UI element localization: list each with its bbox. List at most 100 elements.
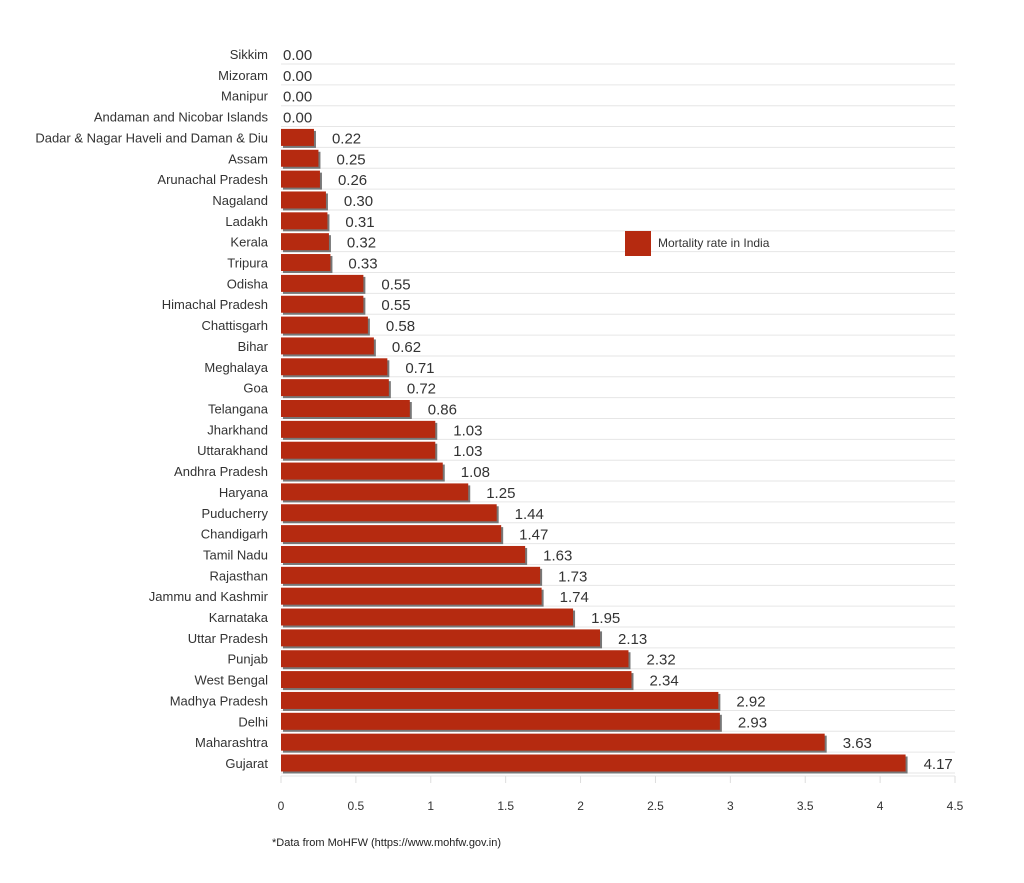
legend-label: Mortality rate in India bbox=[658, 236, 770, 250]
category-label: Haryana bbox=[219, 485, 269, 500]
category-label: Karnataka bbox=[209, 610, 269, 625]
bar bbox=[281, 149, 319, 167]
bar bbox=[281, 671, 632, 689]
category-label: Andhra Pradesh bbox=[174, 464, 268, 479]
value-label: 0.00 bbox=[283, 68, 312, 85]
bar bbox=[281, 274, 364, 292]
value-label: 2.92 bbox=[736, 693, 765, 710]
value-label: 2.13 bbox=[618, 631, 647, 648]
value-label: 0.33 bbox=[348, 256, 377, 273]
category-label: Bihar bbox=[238, 339, 269, 354]
bars bbox=[281, 128, 908, 774]
x-tick-label: 4.5 bbox=[947, 799, 964, 813]
value-label: 3.63 bbox=[843, 735, 872, 752]
category-label: Chandigarh bbox=[201, 527, 268, 542]
value-label: 1.44 bbox=[515, 506, 544, 523]
x-tick-label: 1 bbox=[427, 799, 434, 813]
x-tick-label: 1.5 bbox=[497, 799, 514, 813]
value-label: 0.00 bbox=[283, 89, 312, 106]
value-label: 0.86 bbox=[428, 402, 457, 419]
bar bbox=[281, 733, 825, 751]
category-label: Telangana bbox=[208, 402, 269, 417]
category-label: Tamil Nadu bbox=[203, 547, 268, 562]
bar bbox=[281, 295, 364, 313]
bar bbox=[281, 504, 497, 522]
bar bbox=[281, 712, 720, 730]
value-label: 1.95 bbox=[591, 610, 620, 627]
category-label: Uttar Pradesh bbox=[188, 631, 268, 646]
value-label: 1.63 bbox=[543, 547, 572, 564]
category-label: Chattisgarh bbox=[202, 318, 268, 333]
bar bbox=[281, 170, 320, 188]
value-label: 0.71 bbox=[405, 360, 434, 377]
category-label: Delhi bbox=[238, 714, 268, 729]
x-tick-label: 3 bbox=[727, 799, 734, 813]
category-label: Nagaland bbox=[212, 193, 268, 208]
category-label: Arunachal Pradesh bbox=[157, 172, 268, 187]
value-label: 1.03 bbox=[453, 422, 482, 439]
bar bbox=[281, 608, 574, 626]
bar bbox=[281, 483, 469, 501]
category-label: Sikkim bbox=[230, 47, 268, 62]
bar bbox=[281, 587, 542, 605]
category-label: Odisha bbox=[227, 276, 269, 291]
bar bbox=[281, 629, 601, 647]
bar bbox=[281, 650, 629, 668]
x-tick-label: 3.5 bbox=[797, 799, 814, 813]
x-tick-label: 2.5 bbox=[647, 799, 664, 813]
bar bbox=[281, 233, 329, 251]
value-label: 2.34 bbox=[649, 673, 678, 690]
bar bbox=[281, 400, 410, 417]
gridlines bbox=[281, 63, 955, 774]
value-label: 0.25 bbox=[336, 151, 365, 168]
bar bbox=[281, 525, 502, 543]
category-label: Rajasthan bbox=[209, 568, 268, 583]
bar bbox=[281, 128, 314, 146]
x-tick-label: 2 bbox=[577, 799, 584, 813]
category-label: Jammu and Kashmir bbox=[149, 589, 269, 604]
value-label: 0.62 bbox=[392, 339, 421, 356]
category-label: Puducherry bbox=[202, 506, 269, 521]
bar bbox=[281, 316, 368, 334]
value-label: 0.72 bbox=[407, 381, 436, 398]
category-label: Meghalaya bbox=[204, 360, 268, 375]
x-axis: 0 0.5 1 1.5 2 2.5 3 3.5 4 4.5 bbox=[278, 775, 964, 813]
category-label: Punjab bbox=[228, 652, 268, 667]
bar bbox=[281, 212, 328, 230]
category-label: Ladakh bbox=[225, 214, 268, 229]
value-label: 4.17 bbox=[924, 756, 953, 773]
footnote: *Data from MoHFW (https://www.mohfw.gov.… bbox=[272, 837, 501, 849]
value-label: 1.47 bbox=[519, 527, 548, 544]
bar bbox=[281, 191, 326, 209]
bar bbox=[281, 254, 331, 272]
value-labels: 0.00 0.00 0.00 0.00 0.22 0.25 0.26 0.30 0.31 0.32… bbox=[283, 47, 953, 773]
bar bbox=[281, 691, 719, 709]
value-label: 2.32 bbox=[646, 652, 675, 669]
category-label: Assam bbox=[228, 151, 268, 166]
value-label: 1.08 bbox=[461, 464, 490, 481]
value-label: 2.93 bbox=[738, 714, 767, 731]
category-label: Goa bbox=[243, 381, 268, 396]
bar bbox=[281, 337, 374, 355]
bar bbox=[281, 379, 389, 397]
category-label: Himachal Pradesh bbox=[162, 297, 268, 312]
value-label: 0.30 bbox=[344, 193, 373, 210]
value-label: 0.31 bbox=[345, 214, 374, 231]
value-label: 0.26 bbox=[338, 172, 367, 189]
value-label: 1.03 bbox=[453, 443, 482, 460]
bar bbox=[281, 462, 443, 480]
bar bbox=[281, 566, 541, 584]
bar bbox=[281, 358, 388, 376]
bar bbox=[281, 754, 906, 772]
value-label: 0.00 bbox=[283, 110, 312, 127]
value-label: 0.55 bbox=[381, 297, 410, 314]
value-label: 0.58 bbox=[386, 318, 415, 335]
category-label: Mizoram bbox=[218, 68, 268, 83]
category-label: West Bengal bbox=[195, 673, 269, 688]
value-label: 0.00 bbox=[283, 47, 312, 64]
value-label: 1.74 bbox=[560, 589, 589, 606]
value-label: 0.22 bbox=[332, 130, 361, 147]
category-label: Gujarat bbox=[225, 756, 268, 771]
category-labels: Sikkim Mizoram Manipur Andaman and Nicobar … bbox=[35, 47, 268, 771]
value-label: 0.55 bbox=[381, 276, 410, 293]
